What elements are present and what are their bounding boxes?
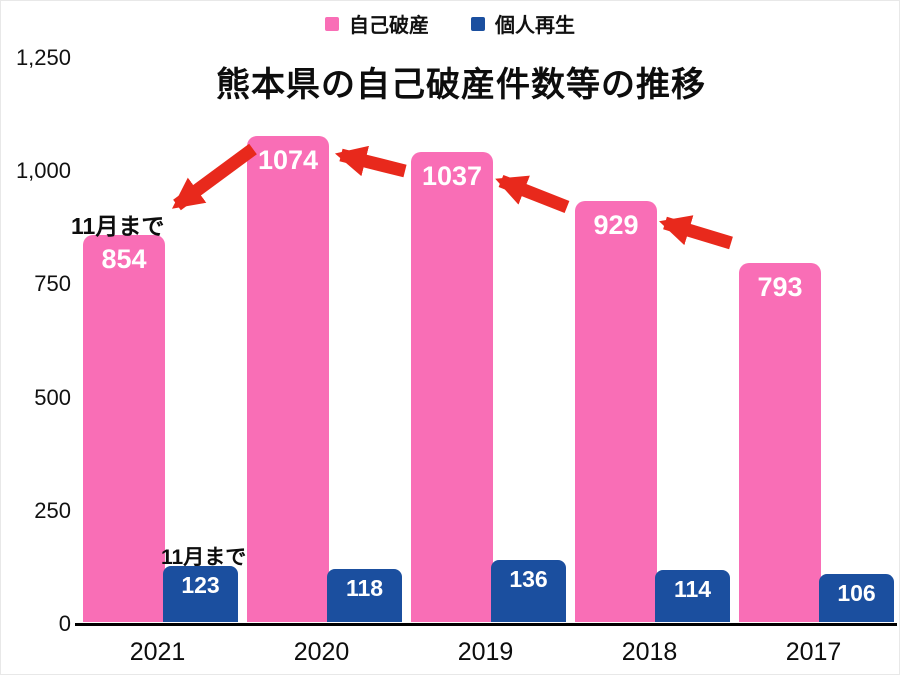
bar-value-label: 136 [509, 566, 548, 592]
annotation-november-2021-rehabilitation: 11月まで [161, 546, 247, 569]
bar-rehabilitation-2020: 118 [327, 569, 402, 622]
bar-bankruptcy-2018: 929 [575, 201, 657, 622]
bar-value-label: 1037 [421, 161, 483, 191]
bar-rehabilitation-2017: 106 [819, 574, 894, 622]
legend-swatch-pink [325, 16, 339, 31]
bar-bankruptcy-2017: 793 [739, 263, 821, 622]
arrow-to-2020 [334, 145, 407, 178]
legend-item-rehabilitation: 個人再生 [471, 9, 575, 38]
bar-rehabilitation-2021: 123 [163, 566, 238, 622]
bar-value-label: 123 [181, 572, 220, 598]
legend: 自己破産 個人再生 [1, 9, 899, 38]
y-tick-label: 1,000 [15, 158, 71, 183]
bar-value-label: 106 [837, 580, 876, 606]
bar-value-label: 114 [673, 576, 712, 602]
legend-label-bankruptcy: 自己破産 [349, 15, 429, 37]
x-axis-label-2021: 2021 [129, 638, 186, 666]
x-axis-label-2019: 2019 [457, 638, 514, 666]
bar-rehabilitation-2018: 114 [655, 570, 730, 622]
bar-value-label: 929 [593, 210, 639, 240]
legend-item-bankruptcy: 自己破産 [325, 9, 429, 38]
x-axis-line [75, 623, 897, 626]
arrow-to-2021 [171, 143, 257, 211]
y-tick-label: 0 [58, 611, 71, 636]
annotation-november-2021-bankruptcy: 11月まで [71, 213, 165, 239]
arrow-to-2018 [659, 215, 733, 250]
bar-bankruptcy-2019: 1037 [411, 152, 493, 622]
y-tick-label: 500 [34, 385, 71, 410]
legend-label-rehabilitation: 個人再生 [495, 15, 575, 37]
x-axis-label-2020: 2020 [293, 638, 350, 666]
legend-swatch-blue [471, 16, 485, 31]
bar-bankruptcy-2020: 1074 [247, 136, 329, 622]
y-tick-label: 750 [34, 271, 71, 296]
x-axis-label-2018: 2018 [621, 638, 678, 666]
arrow-to-2019 [495, 174, 570, 214]
bar-value-label: 118 [345, 575, 384, 601]
bar-value-label: 793 [757, 272, 803, 302]
bar-value-label: 1074 [257, 145, 319, 175]
bar-value-label: 854 [101, 244, 147, 274]
bar-bankruptcy-2021: 854 [83, 235, 165, 622]
y-tick-label: 1,250 [15, 45, 71, 70]
chart-title: 熊本県の自己破産件数等の推移 [216, 66, 706, 104]
y-tick-label: 250 [34, 498, 71, 523]
x-axis-label-2017: 2017 [785, 638, 842, 666]
bar-rehabilitation-2019: 136 [491, 560, 566, 622]
